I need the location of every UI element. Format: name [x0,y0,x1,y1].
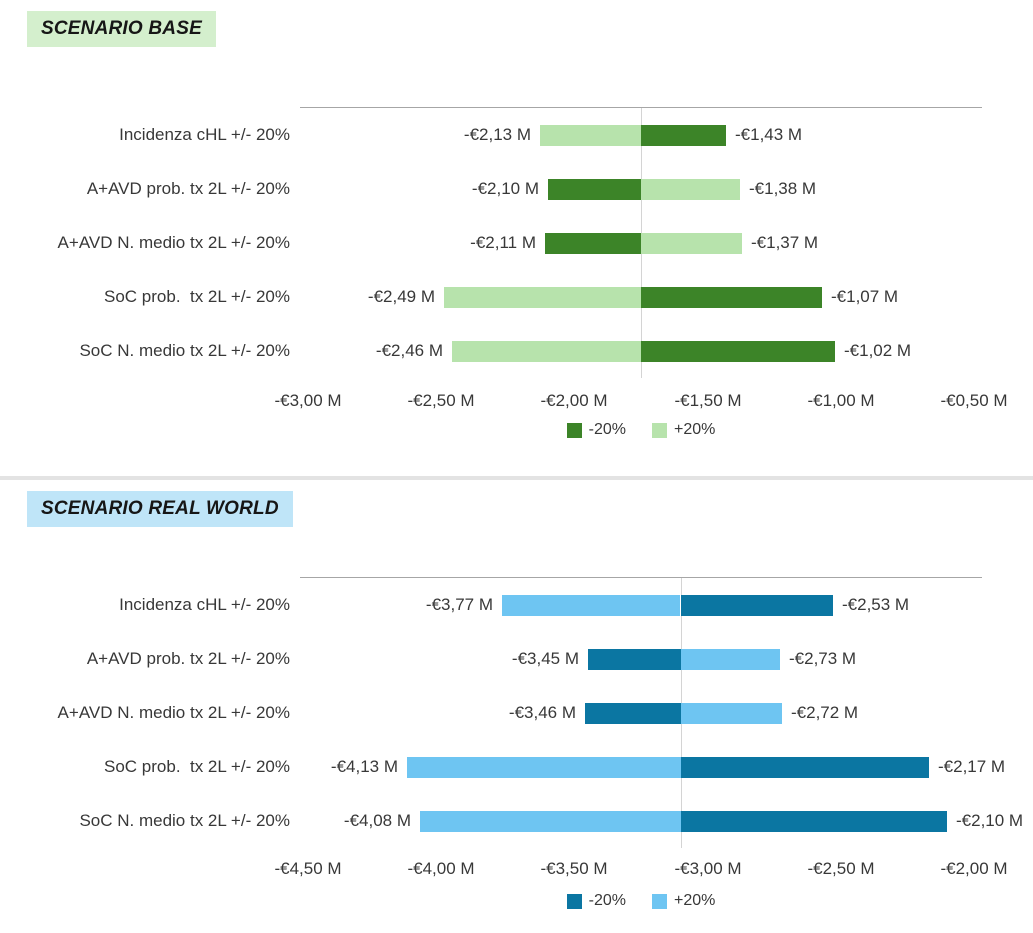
x-axis-tick-label: -€2,50 M [807,859,875,878]
section-divider [0,476,1033,480]
category-label: Incidenza cHL +/- 20% [119,595,290,614]
plot-top-border [300,107,982,108]
bar-minus-20 [641,287,822,308]
category-label: SoC prob. tx 2L +/- 20% [104,287,290,306]
x-axis-tick-label: -€3,00 M [274,391,342,410]
bar-minus-20 [641,125,726,146]
x-axis-tick-label: -€1,00 M [807,391,875,410]
legend-swatch-plus-20 [651,422,667,438]
x-axis-tick-label: -€4,50 M [274,859,342,878]
bar-minus-20 [681,757,929,778]
bar-plus-20 [540,125,641,146]
legend-label-plus-20: +20% [673,421,716,438]
category-label: A+AVD prob. tx 2L +/- 20% [86,179,290,198]
bar-minus-20 [588,649,681,670]
bar-value-label: -€2,49 M [367,287,435,306]
bar-plus-20 [502,595,680,616]
bar-value-label: -€1,02 M [844,341,912,360]
category-label: A+AVD N. medio tx 2L +/- 20% [57,703,290,722]
category-label: A+AVD prob. tx 2L +/- 20% [86,649,290,668]
category-label: SoC N. medio tx 2L +/- 20% [79,341,290,360]
bar-plus-20 [681,649,780,670]
chart-legend: -20% +20% [300,421,982,439]
scenario-real-world-title: SCENARIO REAL WORLD [27,491,293,527]
bar-plus-20 [641,179,740,200]
bar-plus-20 [681,703,782,724]
bar-value-label: -€2,72 M [791,703,859,722]
bar-value-label: -€4,13 M [330,757,398,776]
bar-plus-20 [444,287,641,308]
plot-top-border [300,577,982,578]
bar-value-label: -€1,37 M [751,233,819,252]
bar-value-label: -€3,45 M [511,649,579,668]
x-axis-tick-label: -€3,50 M [540,859,608,878]
legend-swatch-minus-20 [566,422,582,438]
bar-value-label: -€1,38 M [749,179,817,198]
bar-plus-20 [452,341,641,362]
bar-value-label: -€2,13 M [463,125,531,144]
bar-value-label: -€2,46 M [375,341,443,360]
x-axis-tick-label: -€2,00 M [940,859,1008,878]
bar-plus-20 [420,811,681,832]
bar-value-label: -€2,10 M [956,811,1024,830]
x-axis-tick-label: -€2,50 M [407,391,475,410]
bar-value-label: -€2,73 M [789,649,857,668]
legend-item-plus-20: +20% [651,892,716,910]
legend-item-minus-20: -20% [566,421,626,439]
bar-minus-20 [681,811,947,832]
x-axis-tick-label: -€2,00 M [540,391,608,410]
bar-value-label: -€3,77 M [425,595,493,614]
scenario-base-title: SCENARIO BASE [27,11,216,47]
bar-plus-20 [407,757,681,778]
bar-value-label: -€1,07 M [831,287,899,306]
bar-value-label: -€2,11 M [470,233,536,252]
x-axis-tick-label: -€3,00 M [674,859,742,878]
legend-swatch-minus-20 [566,893,582,909]
x-axis-tick-label: -€4,00 M [407,859,475,878]
category-label: Incidenza cHL +/- 20% [119,125,290,144]
bar-minus-20 [681,595,833,616]
legend-label-plus-20: +20% [673,892,716,909]
legend-item-minus-20: -20% [566,892,626,910]
bar-plus-20 [641,233,742,254]
x-axis-tick-label: -€1,50 M [674,391,742,410]
category-label: A+AVD N. medio tx 2L +/- 20% [57,233,290,252]
bar-value-label: -€1,43 M [735,125,803,144]
bar-value-label: -€2,53 M [842,595,910,614]
bar-minus-20 [585,703,681,724]
legend-item-plus-20: +20% [651,421,716,439]
bar-value-label: -€2,10 M [471,179,539,198]
x-axis-tick-label: -€0,50 M [940,391,1008,410]
legend-swatch-plus-20 [651,893,667,909]
legend-label-minus-20: -20% [588,421,626,438]
bar-value-label: -€2,17 M [938,757,1006,776]
bar-minus-20 [545,233,641,254]
legend-label-minus-20: -20% [588,892,626,909]
category-label: SoC N. medio tx 2L +/- 20% [79,811,290,830]
bar-value-label: -€4,08 M [343,811,411,830]
bar-minus-20 [641,341,835,362]
bar-minus-20 [548,179,641,200]
category-label: SoC prob. tx 2L +/- 20% [104,757,290,776]
bar-value-label: -€3,46 M [508,703,576,722]
chart-legend: -20% +20% [300,892,982,910]
